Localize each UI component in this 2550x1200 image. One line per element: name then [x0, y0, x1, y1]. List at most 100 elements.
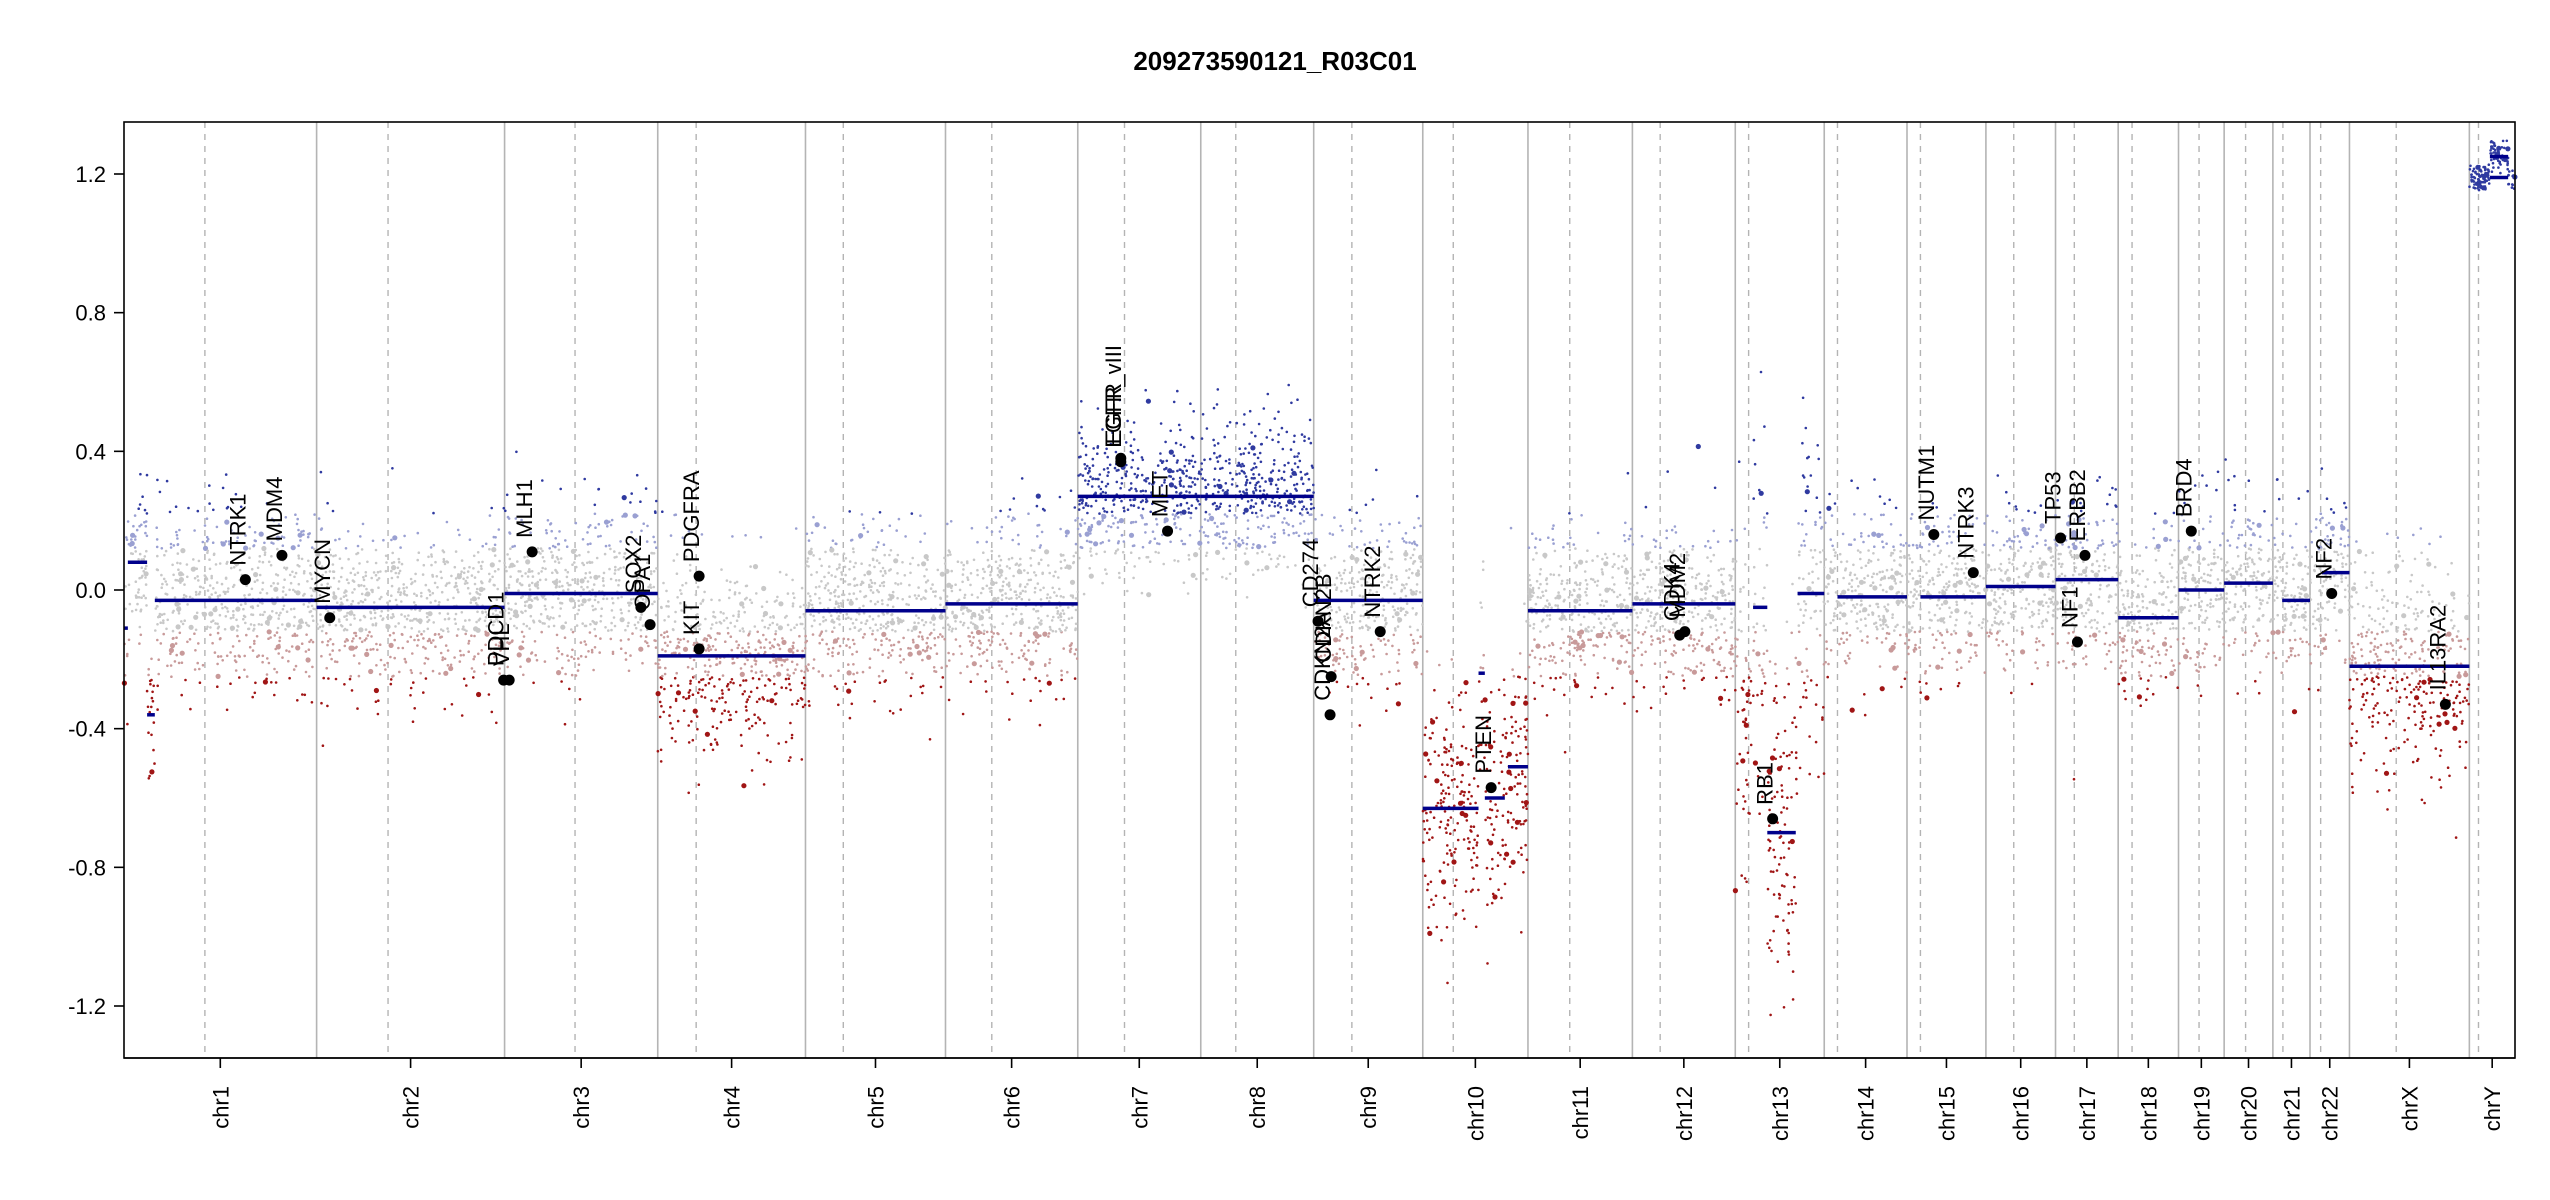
probe-point [611, 652, 615, 655]
probe-point [645, 641, 649, 645]
probe-point [1293, 462, 1297, 465]
probe-point [411, 619, 414, 622]
probe-point [1387, 580, 1390, 583]
probe-point [1484, 743, 1488, 747]
probe-point [282, 586, 285, 589]
probe-point [1091, 457, 1095, 461]
probe-point [435, 575, 439, 578]
probe-point [308, 572, 312, 575]
probe-point [386, 661, 389, 665]
probe-point [1422, 841, 1425, 844]
probe-point [489, 618, 493, 622]
probe-point [1353, 658, 1357, 661]
probe-point [1613, 563, 1616, 566]
probe-point [979, 591, 983, 595]
probe-point [184, 595, 188, 598]
probe-point [880, 599, 884, 602]
probe-point [203, 524, 207, 527]
probe-point [958, 588, 962, 592]
probe-point [494, 613, 500, 619]
probe-point [130, 538, 133, 541]
probe-point [1418, 554, 1424, 561]
probe-point [538, 578, 542, 582]
probe-point [806, 557, 810, 560]
probe-point [193, 668, 197, 671]
probe-point [1276, 504, 1280, 507]
probe-point [609, 577, 613, 581]
probe-point [1163, 468, 1166, 471]
probe-point [397, 557, 401, 561]
probe-point [625, 589, 629, 593]
probe-point [669, 705, 672, 709]
probe-point [1548, 603, 1551, 607]
probe-point [660, 606, 663, 610]
probe-point [1229, 471, 1232, 475]
probe-point [1245, 478, 1249, 482]
probe-point [372, 647, 375, 651]
probe-point [211, 541, 215, 544]
probe-point [873, 581, 877, 585]
probe-point [351, 599, 355, 603]
probe-point [310, 701, 314, 704]
probe-point [1244, 447, 1247, 450]
probe-point [1077, 474, 1080, 477]
probe-point [1277, 563, 1280, 566]
probe-point [1102, 507, 1105, 510]
probe-point [722, 612, 725, 615]
probe-point [282, 536, 286, 539]
probe-point [265, 592, 269, 595]
probe-point [1226, 489, 1229, 492]
probe-point [1182, 472, 1185, 475]
probe-point [998, 530, 1002, 533]
probe-point [784, 740, 788, 744]
probe-point [939, 603, 942, 607]
probe-point [160, 573, 163, 577]
probe-point [426, 620, 429, 624]
probe-point [778, 601, 784, 607]
probe-point [1023, 644, 1027, 647]
probe-point [434, 645, 437, 648]
probe-point [674, 740, 677, 743]
probe-point [193, 632, 196, 635]
probe-point [1055, 606, 1058, 609]
probe-point [1523, 819, 1526, 823]
probe-point [386, 615, 389, 619]
probe-point [1503, 693, 1506, 697]
probe-point [592, 608, 595, 612]
probe-point [1224, 459, 1228, 463]
probe-point [1201, 413, 1205, 416]
probe-point [589, 542, 592, 545]
probe-point [1573, 678, 1576, 682]
probe-point [757, 716, 760, 719]
probe-point [920, 635, 924, 638]
probe-point [775, 692, 778, 695]
probe-point [1185, 469, 1188, 473]
probe-point [1173, 559, 1176, 562]
probe-point [248, 525, 251, 529]
probe-point [1348, 508, 1352, 512]
probe-point [302, 594, 305, 597]
probe-point [669, 640, 672, 644]
probe-point [713, 738, 717, 741]
probe-point [1451, 859, 1457, 865]
probe-point [630, 530, 633, 534]
probe-point [1062, 595, 1065, 599]
probe-point [1134, 520, 1138, 524]
probe-point [1252, 543, 1255, 546]
probe-point [1245, 542, 1249, 546]
probe-point [1125, 561, 1128, 565]
probe-point [1453, 828, 1456, 832]
probe-point [838, 644, 842, 648]
probe-point [847, 638, 850, 641]
probe-point [1570, 637, 1574, 641]
probe-point [364, 593, 368, 597]
probe-point [934, 590, 937, 593]
probe-point [1096, 520, 1102, 526]
probe-point [768, 641, 772, 644]
probe-point [1129, 504, 1133, 507]
probe-point [1325, 613, 1328, 616]
probe-point [1270, 500, 1274, 504]
probe-point [776, 595, 779, 599]
probe-point [663, 641, 667, 645]
probe-point [157, 672, 160, 676]
